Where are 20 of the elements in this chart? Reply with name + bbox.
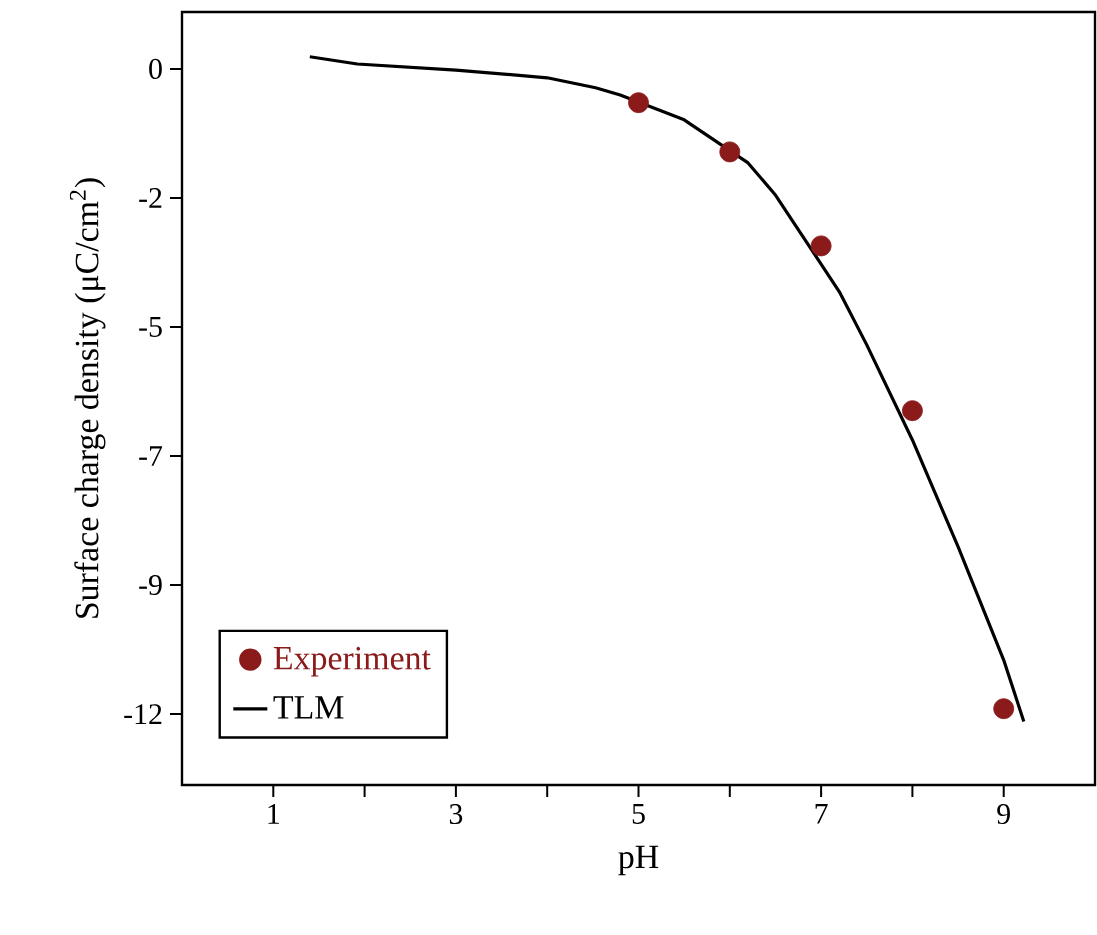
y-tick-label: -7	[139, 446, 163, 466]
y-tick-label: -9	[139, 574, 162, 596]
y-axis-title: Surface charge density (μC/cm$^{2}$)	[69, 178, 106, 618]
point	[628, 92, 649, 114]
x-tick-label: 3	[449, 804, 463, 825]
y-tick-label: -5	[139, 317, 162, 337]
x-tick-label: 9	[997, 804, 1010, 825]
y-tick-label: -2	[139, 188, 162, 208]
legend-label: TLM	[273, 696, 344, 719]
point	[902, 400, 923, 422]
point	[719, 141, 741, 163]
y-tick-label: -12	[124, 704, 162, 724]
x-tick-label: 7	[815, 804, 828, 824]
point	[993, 698, 1015, 720]
point	[810, 235, 832, 257]
x-tick-label: 5	[632, 804, 645, 824]
x-axis-title: pH	[618, 845, 659, 876]
x-tick-label: 1	[268, 804, 279, 824]
y-tick-label: 0	[149, 58, 162, 80]
legend-label: Experiment	[273, 646, 431, 677]
